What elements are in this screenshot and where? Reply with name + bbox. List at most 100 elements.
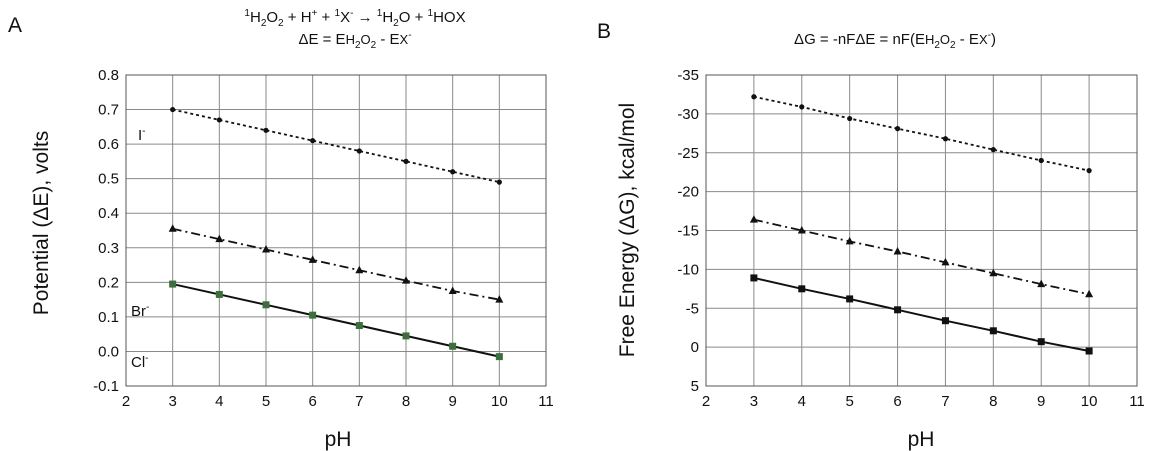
chart-b-point [799,104,805,110]
chart-a-point [308,255,317,263]
chart-a-point [496,179,502,185]
chart-b-point [751,94,757,100]
chart-a-xtick: 2 [122,393,130,410]
chart-b-xtick: 9 [1037,393,1045,410]
chart-b-point [1037,338,1045,346]
chart-b-ticks: 2 3 4 5 6 7 8 9 10 11 5 0 -5 -10 -15 -20 -25 -30 -35 [677,67,1144,410]
chart-b-ytick: -10 [677,261,699,278]
chart-b-point [1037,279,1046,288]
chart-b-ytick: -25 [677,145,699,162]
chart-b-xtick: 2 [702,393,710,410]
chart-b-xtick: 4 [798,393,806,410]
chart-b-xtick: 3 [750,393,758,410]
chart-a-ylabel: Potential (ΔE), volts [30,131,53,315]
chart-b-xtick: 8 [989,393,997,410]
chart-a-point [309,311,317,319]
chart-a-xtick: 7 [355,393,363,410]
chart-b-ytick: -20 [677,184,699,201]
chart-a-point [402,332,410,340]
chart-a-frame [125,74,547,387]
panel-label-b: B [597,20,611,43]
chart-a-xtick: 6 [308,393,316,410]
chart-b-point [847,115,853,122]
chart-b-ytick: -30 [677,106,699,123]
series-label-cl: Cl- [131,353,149,371]
chart-a-xlabel: pH [325,428,352,451]
chart-b-point [941,257,950,266]
chart-b-point [942,136,949,142]
series-label-i: I- [138,126,146,144]
chart-a-point [449,342,457,350]
chart-b-xtick: 5 [845,393,853,410]
chart-b-ytick: 5 [691,378,699,395]
chart-a-point [310,138,316,144]
chart-a-point [216,117,222,123]
chart-a-point [495,295,504,303]
chart-b-point [750,274,758,282]
chart-a-xtick: 9 [448,393,456,410]
chart-b-point [846,295,854,303]
chart-a-ytick: 0.3 [98,240,119,257]
chart-a-point [215,234,224,243]
chart-b: B ΔG = -nFΔE = nF(EH2O2 - EX-) 2 3 4 5 6 7 8 9 1… [597,20,1145,451]
chart-a-grid [125,74,547,387]
chart-b-point [893,246,902,255]
chart-b-grid [705,74,1138,387]
chart-a-point [356,148,362,154]
chart-a-point [262,245,270,253]
chart-b-xtick: 11 [1129,393,1145,410]
chart-b-point [845,236,854,245]
chart-a-series-line [172,283,500,358]
chart-a-series-line [172,108,500,184]
chart-a-xtick: 11 [538,393,554,410]
chart-b-point [1085,347,1093,355]
chart-a-subtitle: ΔE = EH2O2 - EX- [298,30,411,51]
chart-a-point [450,169,456,175]
chart-b-ytick: 0 [691,339,699,356]
chart-a-ytick: 0.8 [98,67,119,84]
chart-a-point [448,286,457,294]
chart-a-point [403,158,409,164]
chart-b-xtick: 7 [941,393,949,410]
chart-b-point [894,306,902,314]
chart-b-series-line [753,218,1090,296]
chart-b-ytick: -5 [686,300,699,317]
chart-b-point [1038,157,1044,164]
chart-a-xtick: 4 [215,393,223,410]
chart-a-ytick: 0.7 [98,102,119,119]
series-label-br: Br- [131,302,149,320]
chart-a-point [402,276,410,284]
chart-b-point [749,215,758,223]
chart-a-ytick: 0.4 [98,205,119,222]
chart-a-point [262,301,270,309]
chart-b-point [989,268,998,277]
chart-b-title: ΔG = -nFΔE = nF(EH2O2 - EX-) [794,30,996,51]
chart-b-series [749,94,1094,355]
chart-a-point [355,265,364,274]
chart-a-ticks: 2 3 4 5 6 7 8 9 10 11 -0.1 0.0 0.1 0.2 0.3 0.4 0.5 0.6 0.7… [93,67,554,410]
chart-b-ytick: -35 [677,67,699,84]
chart-a-point [169,280,177,288]
chart-a-ytick: 0.6 [98,136,119,153]
chart-b-point [1085,289,1094,298]
chart-a-ytick: 0.0 [98,343,119,360]
chart-a-xtick: 5 [262,393,270,410]
chart-a-point [168,224,177,232]
chart-b-ytick: -15 [677,223,699,240]
chart-a-point [355,322,363,330]
chart-b-point [990,147,996,153]
chart-a-point [170,106,176,113]
chart-b-xtick: 10 [1081,393,1098,410]
chart-b-ylabel: Free Energy (ΔG), kcal/mol [616,103,639,357]
chart-a-point [215,290,223,298]
chart-a-xtick: 3 [168,393,176,410]
chart-a-ytick: 0.5 [98,171,119,188]
chart-a-xtick: 8 [402,393,410,410]
chart-a-xtick: 10 [491,393,508,410]
chart-a-series [168,106,504,361]
panel-label-a: A [8,14,22,37]
chart-a-ytick: -0.1 [93,378,119,395]
chart-b-point [798,285,806,293]
chart-b-xtick: 6 [893,393,901,410]
